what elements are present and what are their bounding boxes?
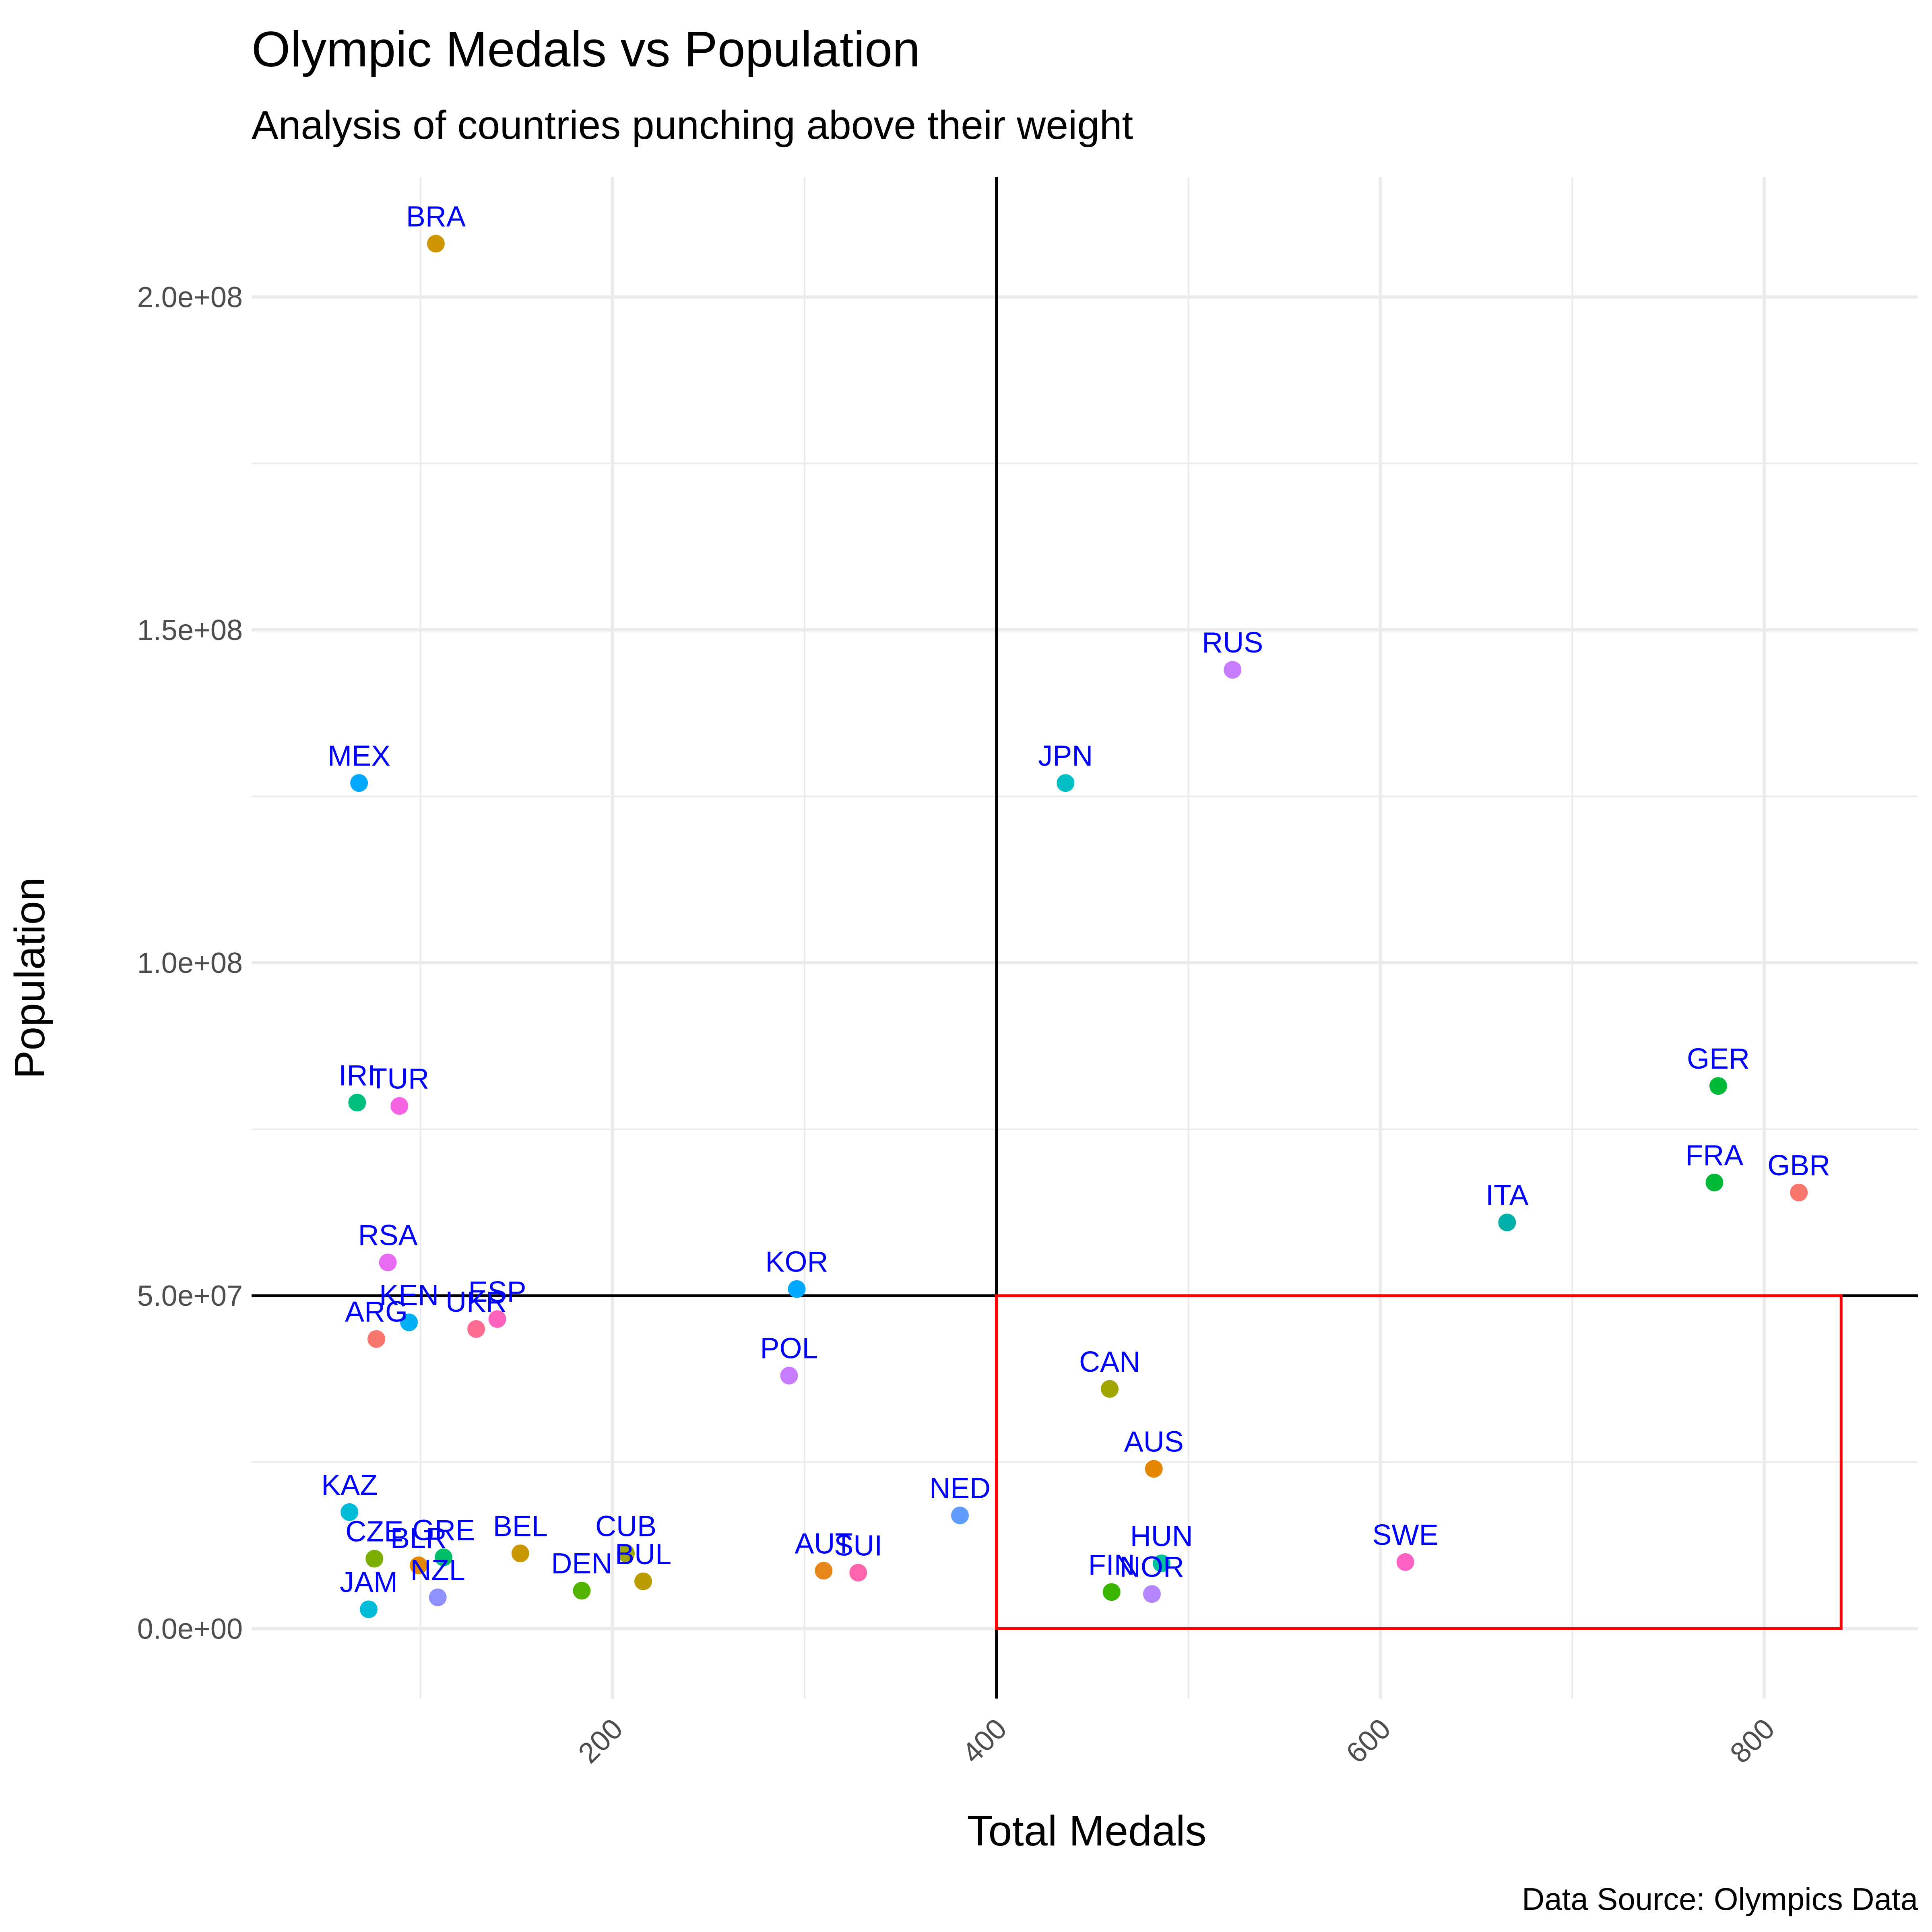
point-label-sui: SUI xyxy=(834,1530,882,1562)
reference-lines xyxy=(252,177,1918,1699)
y-tick-label: 0.0e+00 xyxy=(137,1613,243,1645)
point-label-jpn: JPN xyxy=(1038,740,1093,772)
point-label-hun: HUN xyxy=(1130,1520,1193,1552)
data-point-ken xyxy=(400,1313,418,1331)
data-point-den xyxy=(573,1582,591,1600)
data-point-swe xyxy=(1396,1553,1414,1571)
data-point-kor xyxy=(788,1280,806,1298)
point-label-cze: CZE xyxy=(345,1516,403,1548)
y-axis-title: Population xyxy=(6,877,54,1079)
x-tick-label: 200 xyxy=(572,1713,629,1770)
point-label-tur: TUR xyxy=(369,1063,429,1095)
point-label-rus: RUS xyxy=(1202,627,1263,659)
point-label-fra: FRA xyxy=(1685,1139,1743,1172)
point-label-kor: KOR xyxy=(766,1246,828,1278)
data-point-blr xyxy=(409,1556,427,1575)
point-label-jam: JAM xyxy=(340,1566,398,1598)
point-label-kaz: KAZ xyxy=(321,1469,378,1501)
grid xyxy=(252,177,1918,1699)
data-point-ger xyxy=(1709,1077,1727,1095)
x-tick-label: 400 xyxy=(956,1713,1013,1770)
point-label-ita: ITA xyxy=(1486,1179,1529,1212)
data-point-mex xyxy=(350,774,368,792)
data-point-arg xyxy=(367,1330,386,1348)
data-points xyxy=(341,235,1808,1618)
data-point-ned xyxy=(951,1507,969,1525)
point-label-bul: BUL xyxy=(615,1538,671,1571)
data-point-pol xyxy=(780,1366,798,1385)
point-label-nor: NOR xyxy=(1120,1551,1184,1583)
data-point-ita xyxy=(1498,1214,1516,1232)
data-point-kaz xyxy=(341,1503,359,1521)
data-point-sui xyxy=(849,1564,867,1582)
data-point-aut xyxy=(815,1562,833,1580)
point-label-pol: POL xyxy=(760,1333,818,1365)
caption: Data Source: Olympics Data xyxy=(1522,1881,1918,1917)
data-point-ukr xyxy=(467,1320,485,1338)
data-point-rsa xyxy=(379,1253,397,1271)
point-label-bra: BRA xyxy=(406,200,466,233)
x-axis-title: Total Medals xyxy=(967,1807,1206,1855)
data-point-nzl xyxy=(429,1588,447,1606)
point-label-gbr: GBR xyxy=(1767,1150,1830,1182)
highlight-rectangle xyxy=(995,1294,1843,1630)
data-point-aus xyxy=(1145,1460,1163,1478)
data-point-tur xyxy=(390,1097,409,1115)
y-tick-label: 1.0e+08 xyxy=(137,947,243,979)
chart-title: Olympic Medals vs Population xyxy=(252,22,920,77)
x-tick-label: 600 xyxy=(1340,1713,1397,1770)
point-label-mex: MEX xyxy=(328,740,390,772)
y-tick-label: 1.5e+08 xyxy=(137,614,243,646)
point-label-ukr: UKR xyxy=(446,1286,507,1318)
data-point-hun xyxy=(1152,1554,1170,1573)
point-label-arg: ARG xyxy=(345,1296,408,1328)
point-label-aus: AUS xyxy=(1124,1426,1184,1458)
point-label-ned: NED xyxy=(929,1472,991,1505)
data-point-cze xyxy=(365,1550,384,1568)
point-label-aut: AUT xyxy=(795,1527,852,1560)
point-label-ger: GER xyxy=(1687,1043,1750,1075)
data-point-jam xyxy=(359,1600,378,1618)
y-tick-label: 5.0e+07 xyxy=(137,1280,243,1312)
point-label-esp: ESP xyxy=(468,1276,526,1308)
point-label-iri: IRI xyxy=(339,1059,376,1092)
point-label-fin: FIN xyxy=(1088,1549,1135,1581)
point-label-rsa: RSA xyxy=(358,1219,418,1251)
point-label-nzl: NZL xyxy=(411,1554,465,1587)
point-label-den: DEN xyxy=(551,1548,612,1580)
data-point-gre xyxy=(434,1548,452,1567)
point-label-bel: BEL xyxy=(493,1510,548,1542)
point-label-swe: SWE xyxy=(1373,1519,1439,1551)
point-label-cub: CUB xyxy=(595,1510,656,1542)
point-label-can: CAN xyxy=(1079,1346,1140,1378)
data-point-gbr xyxy=(1790,1183,1808,1201)
data-point-can xyxy=(1101,1380,1119,1398)
point-label-blr: BLR xyxy=(390,1522,447,1554)
data-point-rus xyxy=(1224,661,1242,679)
data-point-bra xyxy=(427,235,445,253)
data-point-bel xyxy=(511,1544,529,1563)
data-point-fra xyxy=(1705,1173,1724,1191)
x-tick-label: 800 xyxy=(1724,1713,1781,1770)
data-point-nor xyxy=(1143,1585,1161,1603)
data-point-jpn xyxy=(1057,774,1075,792)
data-point-bul xyxy=(634,1572,652,1590)
data-point-fin xyxy=(1102,1583,1121,1601)
data-point-iri xyxy=(348,1094,366,1112)
point-label-ken: KEN xyxy=(379,1279,439,1311)
point-label-gre: GRE xyxy=(412,1514,475,1546)
data-point-cub xyxy=(617,1544,635,1563)
data-point-esp xyxy=(488,1310,506,1328)
chart-subtitle: Analysis of countries punching above the… xyxy=(252,103,1133,148)
y-tick-label: 2.0e+08 xyxy=(137,281,243,314)
